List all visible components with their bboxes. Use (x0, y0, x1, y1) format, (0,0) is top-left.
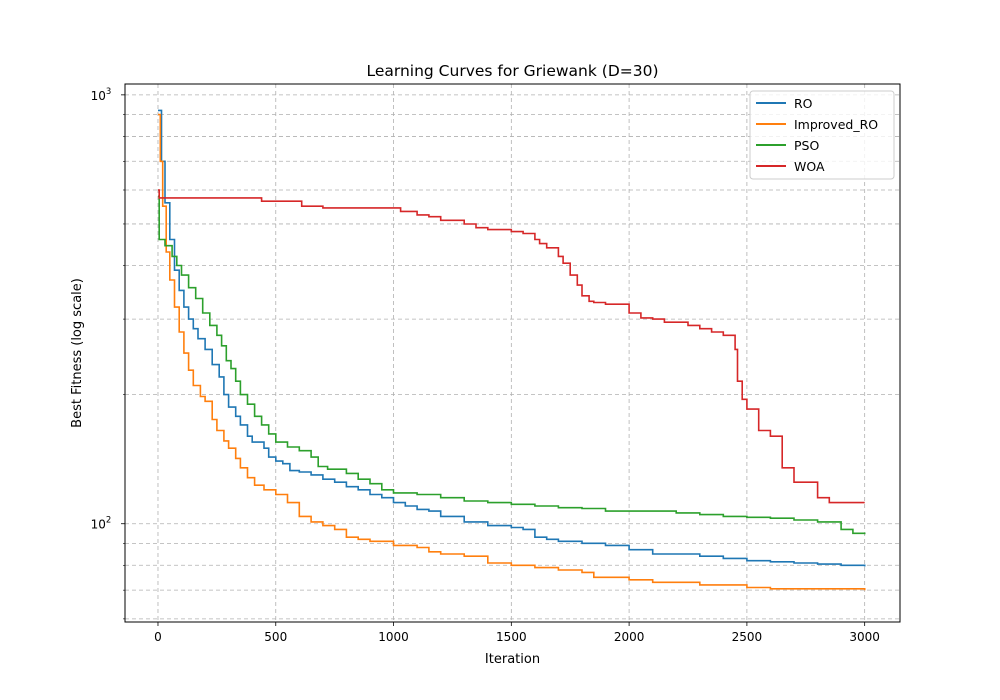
x-axis-label: Iteration (485, 652, 540, 667)
y-tick-label: 102 (91, 516, 112, 532)
y-tick-label: 103 (91, 87, 112, 103)
x-tick-label: 2000 (614, 630, 645, 644)
series-line-ro (158, 109, 866, 567)
plot-area-frame (124, 83, 901, 623)
axis-ticks: 0 500 1000 1500 2000 2500 3000 102 103 (91, 87, 880, 644)
x-tick-label: 2500 (732, 630, 763, 644)
legend-label-woa: WOA (794, 159, 825, 174)
legend: RO Improved_RO PSO WOA (749, 90, 895, 180)
series-line-pso (158, 195, 866, 535)
x-tick-label: 3000 (849, 630, 880, 644)
data-series (158, 109, 866, 591)
legend-box (749, 90, 895, 180)
series-line-improved-ro (158, 113, 866, 591)
series-line-woa (158, 189, 865, 504)
legend-label-improved-ro: Improved_RO (794, 117, 878, 132)
legend-label-ro: RO (794, 96, 813, 111)
x-tick-label: 500 (264, 630, 287, 644)
chart-title: Learning Curves for Griewank (D=30) (366, 62, 658, 80)
x-tick-label: 1500 (496, 630, 527, 644)
y-axis-label: Best Fitness (log scale) (70, 278, 85, 428)
x-tick-label: 1000 (378, 630, 409, 644)
grid-lines (125, 84, 900, 622)
x-tick-label: 0 (154, 630, 162, 644)
legend-label-pso: PSO (794, 138, 819, 153)
